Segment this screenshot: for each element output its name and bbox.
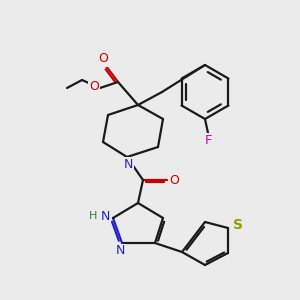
Text: N: N bbox=[115, 244, 125, 257]
Text: O: O bbox=[89, 80, 99, 94]
Text: H: H bbox=[89, 211, 97, 221]
Text: N: N bbox=[100, 209, 110, 223]
Text: S: S bbox=[233, 218, 243, 232]
Text: N: N bbox=[123, 158, 133, 170]
Text: F: F bbox=[205, 134, 213, 148]
Text: O: O bbox=[98, 52, 108, 65]
Text: O: O bbox=[169, 173, 179, 187]
